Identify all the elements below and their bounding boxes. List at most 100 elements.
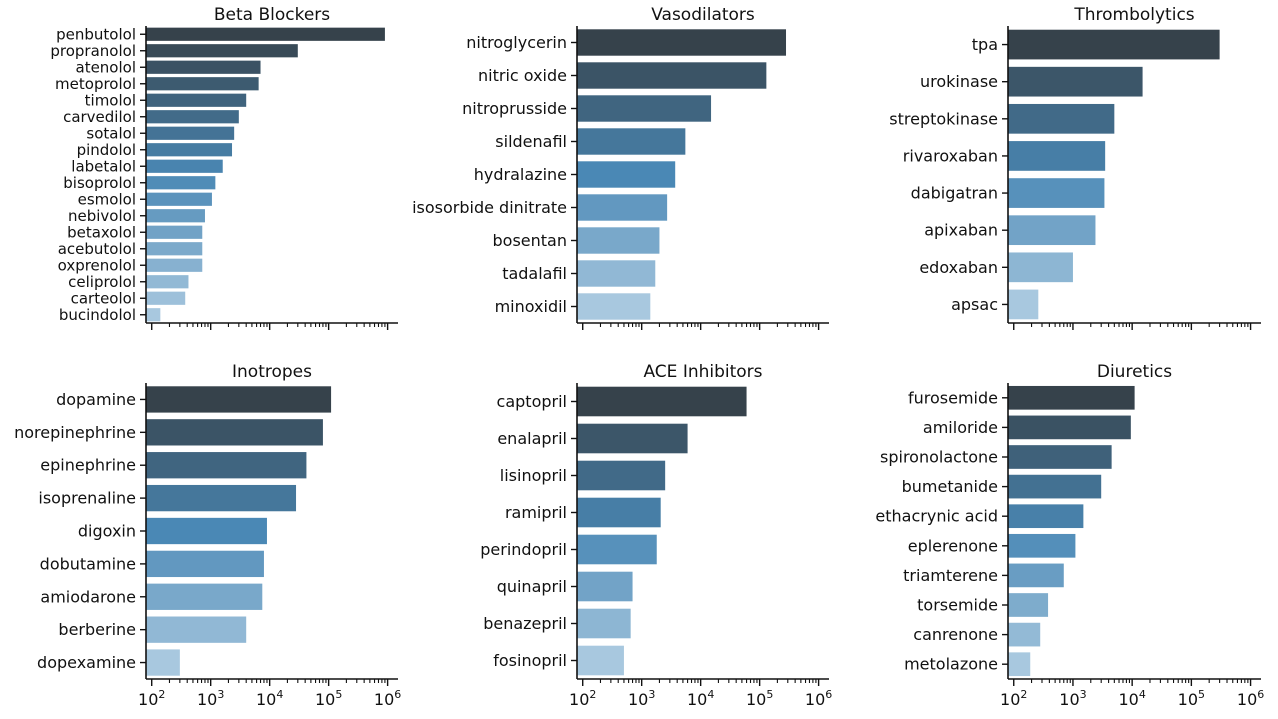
chart-title: Diuretics (1097, 362, 1172, 382)
bar-tpa (1008, 29, 1220, 60)
category-label-timolol: timolol (85, 91, 136, 109)
bar-betaxolol (146, 225, 203, 239)
category-label-acebutolol: acebutolol (58, 240, 136, 258)
x-tick-label-base: 10 (1237, 690, 1257, 709)
category-label-spironolactone: spironolactone (880, 448, 998, 467)
category-label-nitroprusside: nitroprusside (462, 99, 567, 118)
category-label-dabigatran: dabigatran (911, 184, 998, 203)
x-tick-label-exponent: 3 (217, 688, 224, 701)
category-label-bumetanide: bumetanide (902, 477, 998, 496)
bar-celiprolol (146, 275, 189, 289)
bar-captopril (577, 386, 747, 417)
bar-isoprenaline (146, 484, 297, 512)
category-label-carteolol: carteolol (71, 289, 136, 307)
x-tick-label-exponent: 2 (1020, 688, 1027, 701)
bar-quinapril (577, 571, 633, 602)
bar-amiloride (1008, 415, 1131, 440)
x-tick-label-exponent: 5 (335, 688, 342, 701)
x-tick-label-base: 10 (256, 690, 276, 709)
category-label-dobutamine: dobutamine (40, 554, 136, 573)
x-tick-label-exponent: 4 (707, 688, 714, 701)
category-label-apsac: apsac (951, 295, 998, 314)
x-tick-label-exponent: 2 (589, 688, 596, 701)
bar-acebutolol (146, 242, 203, 256)
category-label-dopamine: dopamine (56, 390, 136, 409)
category-label-isosorbide-dinitrate: isosorbide dinitrate (412, 198, 567, 217)
bar-dopamine (146, 386, 332, 413)
category-label-canrenone: canrenone (913, 625, 998, 644)
category-label-labetalol: labetalol (71, 157, 136, 175)
category-label-propranolol: propranolol (50, 42, 136, 60)
category-label-carvedilol: carvedilol (63, 108, 136, 126)
bar-ethacrynic-acid (1008, 504, 1084, 529)
chart-title: Vasodilators (651, 5, 755, 25)
category-label-torsemide: torsemide (917, 596, 998, 615)
category-label-enalapril: enalapril (497, 429, 567, 448)
category-label-digoxin: digoxin (78, 522, 136, 541)
x-tick-label: 103 (197, 688, 224, 709)
category-label-quinapril: quinapril (497, 577, 567, 596)
category-label-nitric-oxide: nitric oxide (478, 66, 567, 85)
x-tick-label-base: 10 (1000, 690, 1020, 709)
x-tick-label-base: 10 (1178, 690, 1198, 709)
category-label-hydralazine: hydralazine (474, 165, 567, 184)
category-label-ethacrynic-acid: ethacrynic acid (875, 507, 998, 526)
bar-carteolol (146, 291, 186, 305)
bar-nitroprusside (577, 95, 712, 122)
x-tick-label: 103 (628, 688, 655, 709)
bar-bumetanide (1008, 474, 1102, 499)
chart-title: ACE Inhibitors (643, 362, 762, 382)
bar-enalapril (577, 423, 688, 454)
panel-thrombolytics: Thrombolytics tpa urokinase streptokinase ri… (889, 5, 1261, 330)
x-tick-label-base: 10 (805, 690, 825, 709)
category-label-tpa: tpa (972, 35, 998, 54)
x-tick-label-exponent: 4 (1139, 688, 1146, 701)
panel-inotropes: Inotropes dopamine norepinephrine epinephri… (14, 362, 401, 709)
x-tick-label-base: 10 (197, 690, 217, 709)
bar-atenolol (146, 60, 261, 74)
bar-metolazone (1008, 652, 1031, 677)
x-tick-label: 106 (1237, 688, 1264, 709)
x-tick-label-exponent: 5 (766, 688, 773, 701)
bar-berberine (146, 616, 247, 643)
category-label-urokinase: urokinase (920, 72, 998, 91)
category-label-apixaban: apixaban (924, 221, 998, 240)
chart-title: Inotropes (232, 362, 312, 382)
category-label-betaxolol: betaxolol (67, 223, 136, 241)
x-tick-label-base: 10 (138, 690, 158, 709)
bar-tadalafil (577, 260, 656, 287)
category-label-benazepril: benazepril (483, 614, 567, 633)
x-tick-label-exponent: 5 (1198, 688, 1205, 701)
bar-nitric-oxide (577, 62, 767, 89)
category-label-bucindolol: bucindolol (59, 306, 136, 324)
category-label-nebivolol: nebivolol (68, 207, 136, 225)
bar-lisinopril (577, 460, 666, 491)
category-label-amiodarone: amiodarone (40, 587, 136, 606)
category-label-nitroglycerin: nitroglycerin (466, 33, 567, 52)
x-tick-label-exponent: 6 (825, 688, 832, 701)
x-tick-label: 106 (805, 688, 832, 709)
bar-norepinephrine (146, 419, 323, 446)
x-tick-label-base: 10 (746, 690, 766, 709)
bar-metoprolol (146, 77, 259, 91)
bar-urokinase (1008, 66, 1143, 97)
x-tick-label-base: 10 (374, 690, 394, 709)
bar-timolol (146, 93, 247, 107)
bar-dobutamine (146, 550, 264, 578)
x-tick-label-base: 10 (687, 690, 707, 709)
panel-vasodilators: Vasodilators nitroglycerin nitric oxide nit… (412, 5, 829, 330)
bar-edoxaban (1008, 252, 1073, 283)
category-label-fosinopril: fosinopril (493, 651, 567, 670)
bar-bosentan (577, 227, 660, 254)
x-tick-label-exponent: 3 (1080, 688, 1087, 701)
category-label-metoprolol: metoprolol (55, 75, 136, 93)
x-tick-label: 104 (1118, 688, 1145, 709)
category-label-bosentan: bosentan (493, 231, 567, 250)
x-tick-label-exponent: 6 (1257, 688, 1264, 701)
bar-pindolol (146, 143, 233, 157)
bar-nitroglycerin (577, 29, 787, 56)
bar-sotalol (146, 126, 235, 140)
bar-bucindolol (146, 308, 161, 322)
category-label-penbutolol: penbutolol (56, 25, 136, 43)
x-tick-label: 103 (1059, 688, 1086, 709)
